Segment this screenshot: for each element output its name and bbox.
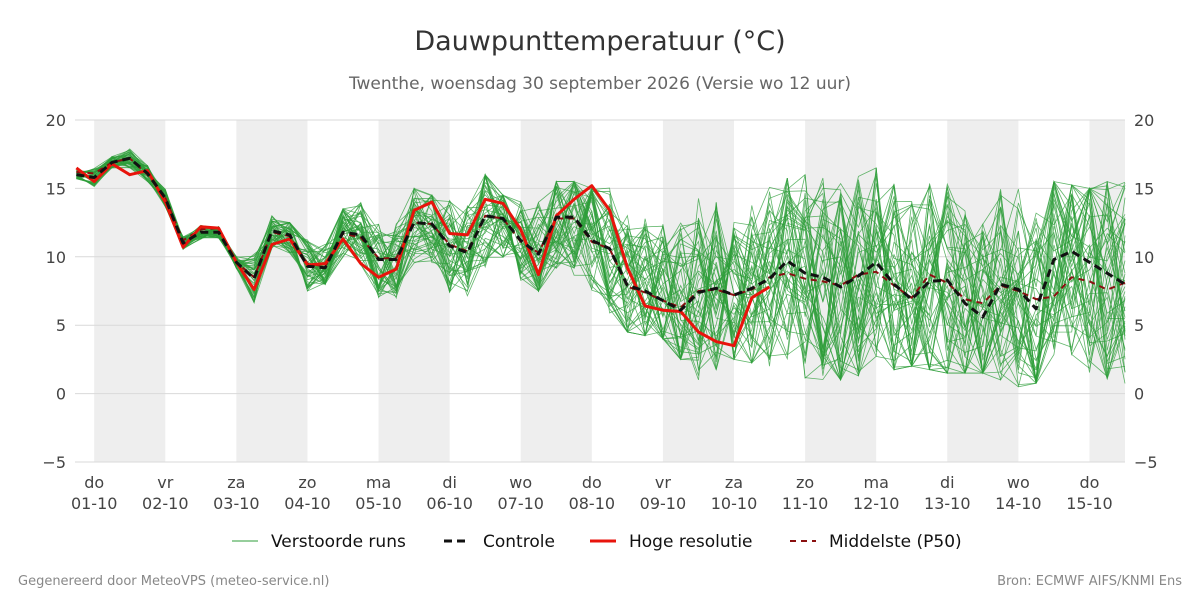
ensemble-run-line (76, 156, 1126, 378)
x-tick-day: vr (655, 473, 671, 492)
x-tick-day: wo (509, 473, 532, 492)
x-tick-date: 14-10 (995, 494, 1042, 513)
x-tick-date: 03-10 (213, 494, 260, 513)
y-tick-label-left: 5 (56, 316, 66, 335)
x-tick-date: 10-10 (711, 494, 758, 513)
y-tick-label-right: 20 (1134, 111, 1154, 130)
x-tick-day: do (84, 473, 104, 492)
ensemble-run-line (76, 153, 1126, 371)
y-axis-right: −5 0 5 10 15 20 (1134, 111, 1158, 472)
legend-control-label: Controle (483, 532, 555, 552)
x-tick-day: di (940, 473, 955, 492)
y-tick-label-right: 0 (1134, 385, 1144, 404)
ensemble-run-line (76, 149, 1126, 381)
legend-high-res-label: Hoge resolutie (629, 532, 753, 552)
x-tick-day: zo (298, 473, 316, 492)
x-tick-date: 02-10 (142, 494, 189, 513)
day-band-1 (236, 120, 308, 462)
ensemble-run-line (76, 151, 1126, 377)
legend-median-label: Middelste (P50) (829, 532, 962, 552)
ensemble-run-line (76, 157, 1126, 377)
legend-ensemble-label: Verstoorde runs (271, 532, 406, 552)
chart-subtitle: Twenthe, woensdag 30 september 2026 (Ver… (348, 74, 851, 94)
ensemble-run-line (76, 155, 1126, 379)
series-lines (75, 156, 1126, 348)
x-tick-day: vr (157, 473, 173, 492)
y-tick-label-left: 10 (46, 248, 66, 267)
x-tick-day: za (227, 473, 245, 492)
y-tick-label-left: 15 (46, 179, 66, 198)
x-tick-date: 07-10 (497, 494, 544, 513)
ensemble-run-line (76, 157, 1126, 377)
y-tick-label-left: 20 (46, 111, 66, 130)
y-tick-label-right: −5 (1134, 453, 1158, 472)
ensemble-run-line (76, 148, 1126, 356)
x-tick-date: 11-10 (782, 494, 829, 513)
y-tick-label-right: 10 (1134, 248, 1154, 267)
control-line (76, 156, 1126, 319)
x-tick-date: 09-10 (640, 494, 687, 513)
chart-title: Dauwpunttemperatuur (°C) (414, 26, 785, 57)
footer-credit: Gegenereerd door MeteoVPS (meteo-service… (18, 574, 329, 589)
y-tick-label-left: 0 (56, 385, 66, 404)
x-tick-day: di (442, 473, 457, 492)
x-tick-date: 06-10 (426, 494, 473, 513)
x-tick-date: 12-10 (853, 494, 900, 513)
x-tick-date: 13-10 (924, 494, 971, 513)
x-tick-day: do (582, 473, 602, 492)
x-tick-day: za (725, 473, 743, 492)
x-tick-day: do (1079, 473, 1099, 492)
ensemble-run-line (76, 159, 1126, 360)
x-tick-date: 04-10 (284, 494, 331, 513)
y-tick-label-right: 15 (1134, 179, 1154, 198)
y-tick-label-left: −5 (42, 453, 66, 472)
footer-source: Bron: ECMWF AIFS/KNMI Ens (997, 574, 1182, 589)
x-tick-day: zo (796, 473, 814, 492)
day-band-3 (520, 120, 592, 462)
x-tick-date: 01-10 (71, 494, 118, 513)
x-tick-day: ma (863, 473, 888, 492)
x-axis: do 01-10 vr 02-10 za 03-10 zo 04-10 ma 05-10 di 06-… (71, 473, 1113, 513)
x-tick-day: ma (366, 473, 391, 492)
x-tick-day: wo (1007, 473, 1030, 492)
legend: Verstoorde runs Controle Hoge resolutie … (232, 532, 962, 552)
day-band-2 (378, 120, 450, 462)
x-tick-date: 15-10 (1066, 494, 1113, 513)
x-tick-date: 08-10 (569, 494, 616, 513)
y-axis-left: −5 0 5 10 15 20 (42, 111, 66, 472)
x-tick-date: 05-10 (355, 494, 402, 513)
y-tick-label-right: 5 (1134, 316, 1144, 335)
ensemble-run-line (76, 164, 1126, 379)
